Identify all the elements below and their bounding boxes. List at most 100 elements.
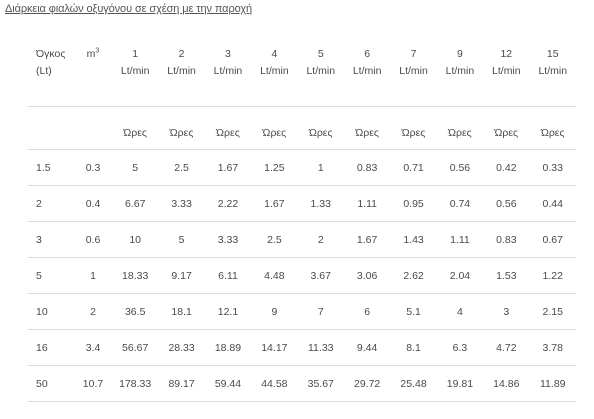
hours-cell: 36.5 [112,293,159,330]
m3-header-exponent: 3 [95,47,100,55]
flow-rate-unit: Lt/min [352,65,382,77]
flow-header-3: 3 Lt/min [205,32,251,107]
hours-cell: 0.74 [436,185,484,222]
hours-cell: 56.67 [112,329,159,366]
table-row: 5 1 18.33 9.17 6.11 4.48 3.67 3.06 2.62 2.04 1.53 1… [28,257,576,294]
flow-rate-value: 12 [500,48,513,60]
flow-rate-unit: Lt/min [492,65,521,77]
table-row: 50 10.7 178.33 89.17 59.44 44.58 35.67 29.72 25.… [28,365,576,402]
hours-cell: 18.1 [158,293,205,330]
hours-cell: 6 [343,293,391,330]
hours-cell: 1.67 [343,221,391,258]
m3-cell: 1 [74,257,112,294]
hours-unit-label: Ώρες [390,106,437,150]
volume-cell: 16 [28,329,74,366]
m3-cell: 3.4 [74,329,112,366]
hours-cell: 1.33 [297,185,344,222]
volume-header-label: Όγκος [36,48,66,60]
flow-header-12: 12 Lt/min [483,32,529,107]
hours-cell: 0.56 [483,185,530,222]
flow-rate-unit: Lt/min [538,65,568,77]
hours-cell: 3 [483,293,530,330]
hours-cell: 9.44 [343,329,391,366]
hours-unit-label: Ώρες [204,106,252,150]
hours-unit-label: Ώρες [436,106,484,150]
hours-unit-label: Ώρες [529,106,576,150]
flow-rate-value: 5 [317,48,324,60]
hours-cell: 11.33 [297,329,344,366]
hours-cell: 2.5 [251,221,298,258]
hours-cell: 11.89 [529,365,576,402]
volume-cell: 3 [28,221,74,258]
hours-cell: 2.62 [390,257,437,294]
hours-unit-label: Ώρες [297,106,344,150]
volume-cell: 10 [28,293,74,330]
flow-header-1: 1 Lt/min [112,32,158,107]
hours-unit-label: Ώρες [158,106,205,150]
hours-cell: 3.78 [529,329,576,366]
table-caption: Διάρκεια φιαλών οξυγόνου σε σχέση με την… [5,3,253,15]
units-row: Ώρες Ώρες Ώρες Ώρες Ώρες Ώρες Ώρες Ώρες Ώρες Ώρες [28,106,576,150]
flow-rate-value: 6 [364,48,371,60]
flow-rate-value: 4 [271,48,278,60]
hours-cell: 3.33 [158,185,205,222]
volume-header-unit: (Lt) [36,65,52,77]
hours-cell: 7 [297,293,344,330]
hours-cell: 1.67 [204,149,252,186]
hours-cell: 0.83 [343,149,391,186]
hours-cell: 44.58 [251,365,298,402]
oxygen-duration-table: Όγκος (Lt) m3 1 Lt/min 2 Lt/min 3 Lt/min 4 Lt/m… [28,32,576,402]
hours-cell: 9 [251,293,298,330]
hours-cell: 9.17 [158,257,205,294]
hours-cell: 0.33 [529,149,576,186]
flow-rate-value: 9 [457,48,463,60]
hours-cell: 4.72 [483,329,530,366]
header-row: Όγκος (Lt) m3 1 Lt/min 2 Lt/min 3 Lt/min 4 Lt/m… [28,32,576,107]
hours-cell: 59.44 [204,365,252,402]
hours-cell: 0.67 [529,221,576,258]
hours-unit-label: Ώρες [483,106,530,150]
hours-unit-label: Ώρες [251,106,298,150]
hours-cell: 29.72 [343,365,391,402]
hours-cell: 178.33 [112,365,159,402]
hours-cell: 6.3 [436,329,484,366]
hours-cell: 0.42 [483,149,530,186]
hours-cell: 1.43 [390,221,437,258]
flow-rate-unit: Lt/min [260,65,289,77]
hours-unit-label: Ώρες [343,106,391,150]
flow-header-4: 4 Lt/min [251,32,297,107]
table-row: 2 0.4 6.67 3.33 2.22 1.67 1.33 1.11 0.95 0.74 0.56… [28,185,576,222]
hours-cell: 89.17 [158,365,205,402]
hours-cell: 28.33 [158,329,205,366]
flow-header-9: 9 Lt/min [437,32,483,107]
hours-cell: 5 [112,149,159,186]
hours-cell: 14.86 [483,365,530,402]
m3-cell: 0.3 [74,149,112,186]
flow-rate-unit: Lt/min [120,65,150,77]
hours-cell: 2.5 [158,149,205,186]
table-row: 1.5 0.3 5 2.5 1.67 1.25 1 0.83 0.71 0.56 0.42 0.33 [28,149,576,186]
hours-cell: 0.44 [529,185,576,222]
flow-rate-unit: Lt/min [167,65,196,77]
flow-rate-unit: Lt/min [213,65,243,77]
hours-cell: 4 [436,293,484,330]
hours-cell: 1.25 [251,149,298,186]
hours-cell: 2.15 [529,293,576,330]
flow-header-15: 15 Lt/min [530,32,576,107]
volume-header: Όγκος (Lt) [28,32,74,107]
hours-cell: 12.1 [204,293,252,330]
m3-cell: 0.4 [74,185,112,222]
flow-header-2: 2 Lt/min [158,32,204,107]
hours-cell: 0.56 [436,149,484,186]
hours-cell: 1 [297,149,344,186]
flow-rate-unit: Lt/min [399,65,428,77]
m3-header-base: m [86,48,96,60]
hours-unit-label: Ώρες [112,106,159,150]
flow-rate-value: 7 [410,48,417,60]
hours-cell: 2.22 [204,185,252,222]
hours-cell: 5.1 [390,293,437,330]
flow-rate-value: 3 [225,48,231,60]
hours-cell: 1.53 [483,257,530,294]
hours-cell: 6.67 [112,185,159,222]
table-row: 3 0.6 10 5 3.33 2.5 2 1.67 1.43 1.11 0.83 0.67 [28,221,576,258]
